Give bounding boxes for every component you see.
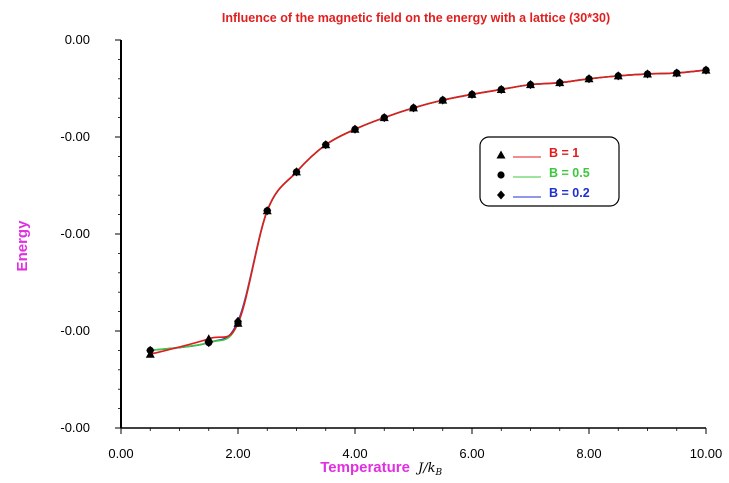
data-point [145, 349, 155, 358]
y-tick-label: -0.00 [60, 420, 90, 435]
data-point [643, 69, 652, 78]
x-axis-unit: J/kB [415, 461, 442, 478]
data-point [496, 84, 506, 93]
data-point [467, 89, 477, 98]
x-tick-label: 8.00 [576, 446, 601, 461]
data-point [262, 206, 272, 215]
data-point [584, 74, 594, 83]
data-point [672, 68, 682, 77]
x-tick-label: 6.00 [459, 446, 484, 461]
chart-title: Influence of the magnetic field on the e… [222, 11, 610, 25]
y-tick-label: -0.00 [60, 226, 90, 241]
data-point [438, 95, 448, 104]
y-axis-title: Energy [14, 220, 31, 272]
y-tick-label: -0.00 [60, 323, 90, 338]
data-point [526, 80, 535, 89]
legend-box [479, 136, 620, 207]
legend: B = 1 B = 0.5 B = 0.2 [479, 136, 620, 207]
data-point [613, 71, 623, 80]
data-point [321, 140, 331, 149]
legend-label: B = 0.5 [549, 166, 590, 180]
x-tick-label: 4.00 [342, 446, 367, 461]
series-layer [145, 65, 711, 358]
legend-label: B = 0.2 [549, 186, 590, 200]
x-tick-label: 10.00 [690, 446, 723, 461]
series-line [150, 69, 707, 352]
data-point [555, 78, 565, 87]
axes: 0.00 -0.00 -0.00 -0.00 -0.00 0.00 2.00 4.00 6.00… [60, 32, 722, 461]
data-point [233, 318, 243, 327]
legend-marker [497, 190, 505, 200]
data-point [379, 113, 389, 122]
data-point [701, 65, 711, 74]
legend-label: B = 1 [549, 146, 579, 160]
legend-marker [497, 171, 505, 179]
y-tick-label: 0.00 [65, 32, 90, 47]
x-axis-unit-sub: B [434, 468, 442, 478]
x-tick-label: 0.00 [108, 446, 133, 461]
x-tick-label: 2.00 [225, 446, 250, 461]
data-point [409, 103, 418, 112]
axis-titles: Energy Temperature J/kB [14, 220, 442, 478]
x-axis-title-text: Temperature [320, 459, 410, 476]
legend-marker [496, 150, 506, 159]
data-point [204, 334, 214, 343]
series-line [150, 69, 707, 352]
x-axis-title: Temperature [320, 459, 410, 476]
data-point [292, 167, 301, 176]
x-axis-unit-text: J/k [415, 461, 436, 476]
y-tick-label: -0.00 [60, 129, 90, 144]
data-point [350, 124, 360, 133]
series-line [150, 69, 707, 356]
